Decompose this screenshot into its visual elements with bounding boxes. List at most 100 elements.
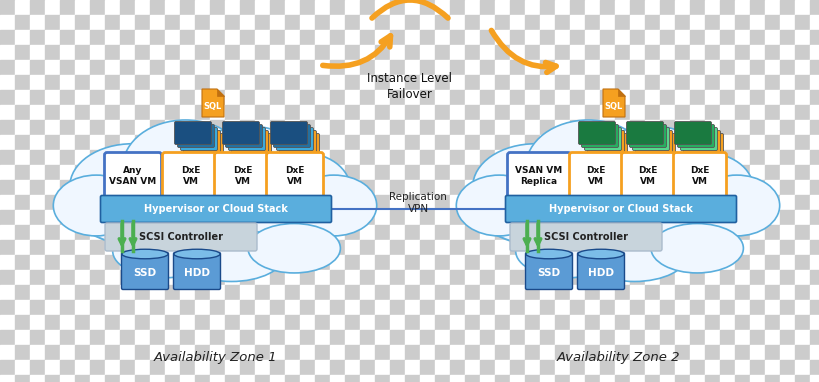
Bar <box>165 180 180 195</box>
Bar <box>749 135 764 150</box>
Bar <box>224 300 240 315</box>
Bar <box>90 60 105 75</box>
Bar <box>285 345 300 360</box>
Bar <box>345 225 360 240</box>
Bar <box>150 225 165 240</box>
Bar <box>540 135 554 150</box>
Bar <box>360 330 374 345</box>
FancyBboxPatch shape <box>680 128 717 151</box>
Bar <box>809 180 819 195</box>
Bar <box>15 165 30 180</box>
Bar <box>645 195 659 210</box>
Bar <box>90 0 105 15</box>
Bar <box>314 60 329 75</box>
Bar <box>374 270 390 285</box>
Bar <box>629 45 645 60</box>
Bar <box>60 135 75 150</box>
Bar <box>45 285 60 300</box>
Bar <box>255 285 269 300</box>
Bar <box>524 285 540 300</box>
Bar <box>374 15 390 30</box>
Bar <box>674 225 689 240</box>
Bar <box>419 120 434 135</box>
Bar <box>210 360 224 375</box>
Bar <box>450 135 464 150</box>
Bar <box>390 90 405 105</box>
Bar <box>674 0 689 15</box>
Bar <box>150 120 165 135</box>
Bar <box>674 75 689 90</box>
Bar <box>719 60 734 75</box>
Bar <box>674 180 689 195</box>
Bar <box>569 255 584 270</box>
Bar <box>674 45 689 60</box>
Bar <box>734 15 749 30</box>
Bar <box>45 360 60 375</box>
Bar <box>450 30 464 45</box>
Bar <box>450 375 464 382</box>
Bar <box>224 225 240 240</box>
FancyBboxPatch shape <box>584 128 621 151</box>
Bar <box>224 330 240 345</box>
Bar <box>285 15 300 30</box>
Bar <box>360 255 374 270</box>
Bar <box>584 90 600 105</box>
Bar <box>0 300 15 315</box>
Bar <box>195 345 210 360</box>
Bar <box>495 75 509 90</box>
Bar <box>0 105 15 120</box>
Bar <box>779 45 794 60</box>
Bar <box>794 90 809 105</box>
Bar <box>794 330 809 345</box>
Bar <box>659 105 674 120</box>
Bar <box>554 45 569 60</box>
Bar <box>224 375 240 382</box>
Bar <box>450 210 464 225</box>
Bar <box>300 75 314 90</box>
Bar <box>734 180 749 195</box>
Bar <box>614 165 629 180</box>
Bar <box>614 315 629 330</box>
Bar <box>195 60 210 75</box>
Bar <box>809 195 819 210</box>
Bar <box>180 255 195 270</box>
Bar <box>255 60 269 75</box>
Text: Availability Zone 1: Availability Zone 1 <box>153 351 277 364</box>
Bar <box>569 105 584 120</box>
Bar <box>255 300 269 315</box>
Bar <box>374 225 390 240</box>
Bar <box>434 75 450 90</box>
Ellipse shape <box>473 144 598 229</box>
Bar <box>390 60 405 75</box>
Bar <box>195 15 210 30</box>
Bar <box>764 375 779 382</box>
Bar <box>794 255 809 270</box>
Bar <box>165 360 180 375</box>
Bar <box>285 60 300 75</box>
Bar <box>674 195 689 210</box>
Bar <box>390 165 405 180</box>
Bar <box>509 225 524 240</box>
FancyBboxPatch shape <box>101 196 331 222</box>
Bar <box>30 210 45 225</box>
Bar <box>255 15 269 30</box>
Bar <box>450 240 464 255</box>
Bar <box>600 15 614 30</box>
Bar <box>45 225 60 240</box>
Bar <box>659 60 674 75</box>
Bar <box>90 345 105 360</box>
FancyArrowPatch shape <box>491 31 555 72</box>
Bar <box>645 150 659 165</box>
Ellipse shape <box>477 175 758 256</box>
Bar <box>15 60 30 75</box>
Bar <box>809 165 819 180</box>
Bar <box>540 0 554 15</box>
Bar <box>584 225 600 240</box>
Bar <box>689 315 704 330</box>
Ellipse shape <box>70 144 195 229</box>
FancyBboxPatch shape <box>234 133 271 157</box>
Ellipse shape <box>525 120 650 215</box>
Bar <box>584 315 600 330</box>
Bar <box>60 375 75 382</box>
Bar <box>150 150 165 165</box>
